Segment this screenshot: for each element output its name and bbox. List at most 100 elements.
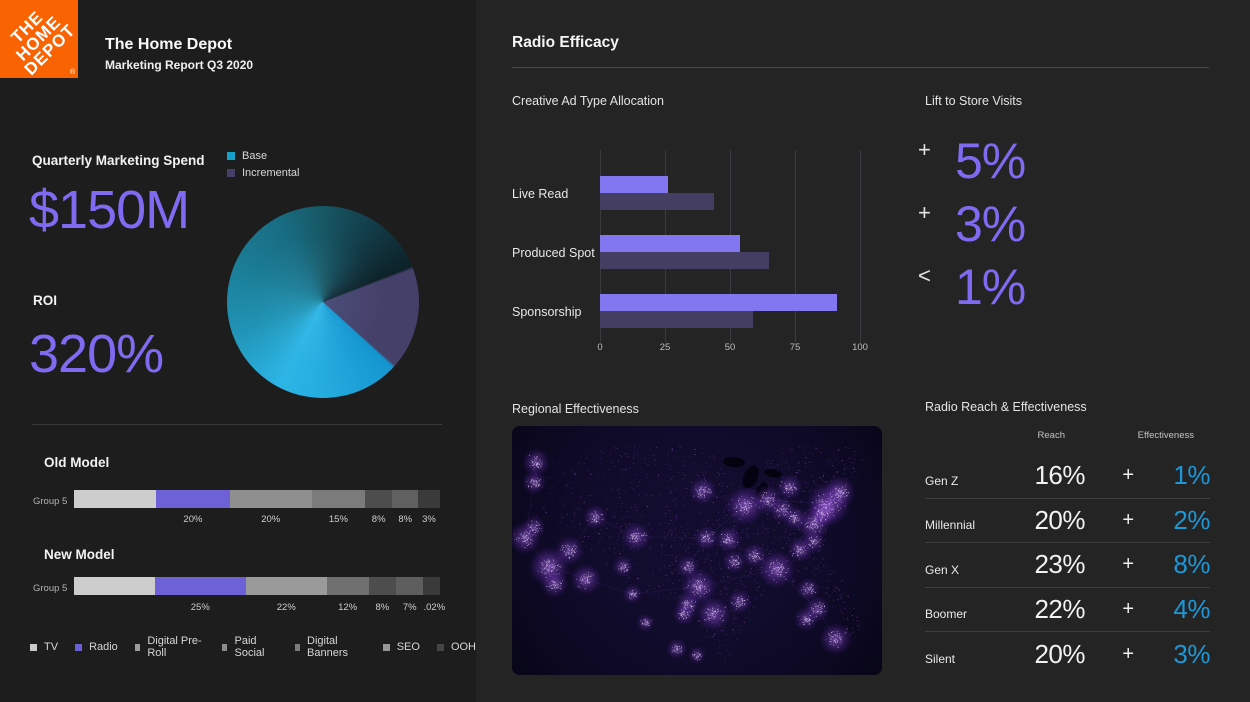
report-title: The Home Depot <box>105 36 233 53</box>
legend-label: Radio <box>89 641 118 653</box>
generation-label: Boomer <box>925 607 968 622</box>
plus-sign: + <box>1122 508 1134 531</box>
lift-to-store-visits-title: Lift to Store Visits <box>925 94 1023 108</box>
bar-sponsorship-primary[interactable] <box>600 294 837 311</box>
legend-swatch <box>436 643 444 651</box>
table-row-gen-z: Gen Z 16% +1% <box>925 454 1211 499</box>
plus-sign: + <box>1122 642 1134 665</box>
segment-radio[interactable] <box>154 577 247 595</box>
lift-value: 3% <box>955 196 1026 252</box>
media-legend-item-digital-pre-roll[interactable]: Digital Pre-Roll <box>134 635 205 659</box>
category-label-live-read: Live Read <box>512 186 569 201</box>
segment-percent-label: 22% <box>276 602 296 613</box>
radio-efficacy-title: Radio Efficacy <box>512 34 619 51</box>
generation-label: Millennial <box>925 518 976 533</box>
bar-live-read-primary[interactable] <box>600 176 668 193</box>
segment-tv[interactable] <box>74 490 157 508</box>
table-row-gen-x: Gen X 23% +8% <box>925 543 1211 588</box>
effectiveness-value: 8% <box>1173 549 1210 580</box>
table-row-millennial: Millennial 20% +2% <box>925 499 1211 543</box>
segment-ooh[interactable] <box>417 490 440 508</box>
segment-percent-label: 8% <box>398 514 413 525</box>
creative-ad-allocation-title: Creative Ad Type Allocation <box>512 94 664 108</box>
new-model-stacked-bar <box>74 577 440 595</box>
us-night-lights-map[interactable] <box>512 426 882 675</box>
effectiveness-value: 3% <box>1173 638 1210 669</box>
registered-mark: ® <box>69 69 75 76</box>
media-legend-item-seo[interactable]: SEO <box>382 641 420 653</box>
bar-produced-spot-secondary[interactable] <box>600 252 769 269</box>
effectiveness-value: 1% <box>1173 460 1210 491</box>
segment-percent-label: 12% <box>338 602 358 613</box>
segment-ooh[interactable] <box>423 577 440 595</box>
regional-effectiveness-title: Regional Effectiveness <box>512 402 639 416</box>
media-legend-item-paid-social[interactable]: Paid Social <box>222 635 277 659</box>
segment-seo[interactable] <box>392 490 418 508</box>
bar-produced-spot-primary[interactable] <box>600 235 741 252</box>
media-legend-item-digital-banners[interactable]: Digital Banners <box>294 635 366 659</box>
generation-label: Gen Z <box>925 473 959 488</box>
legend-swatch <box>75 643 83 651</box>
media-legend-item-ooh[interactable]: OOH <box>436 641 476 653</box>
segment-percent-label: 3% <box>422 514 436 525</box>
legend-swatch <box>227 152 235 160</box>
segment-percent-label: 20% <box>261 514 281 525</box>
segment-percent-label: 20% <box>183 514 203 525</box>
bar-live-read-secondary[interactable] <box>600 193 715 210</box>
axis-tick-label: 50 <box>724 342 736 353</box>
lift-prefix: + <box>918 137 931 162</box>
roi-value: 320% <box>29 324 164 384</box>
chart-gridline <box>860 150 861 342</box>
pie-legend-item-base[interactable]: Base <box>227 150 299 162</box>
segment-tv[interactable] <box>74 577 155 595</box>
media-channel-legend: TV Radio Digital Pre-Roll Paid Social Digita… <box>30 635 476 659</box>
segment-digital-banners[interactable] <box>368 577 397 595</box>
segment-digital-pre-roll[interactable] <box>246 577 327 595</box>
legend-swatch <box>294 643 301 651</box>
section-divider <box>32 424 442 425</box>
axis-tick-label: 25 <box>659 342 671 353</box>
creative-ad-allocation-chart: 0 25 50 75 100 Live Read Produced Spot Sponsors… <box>512 140 872 358</box>
old-model-title: Old Model <box>44 455 110 470</box>
pie-legend-item-incremental[interactable]: Incremental <box>227 167 299 179</box>
table-header: Reach Effectiveness <box>925 430 1210 454</box>
quarterly-spend-label: Quarterly Marketing Spend <box>32 153 205 168</box>
legend-label: Base <box>242 150 268 162</box>
segment-percent-label: 15% <box>328 514 348 525</box>
lift-stat-row: +5% <box>918 134 1026 188</box>
segment-seo[interactable] <box>396 577 424 595</box>
media-legend-item-radio[interactable]: Radio <box>75 641 118 653</box>
segment-percent-label <box>74 602 155 613</box>
legend-label: Incremental <box>242 167 300 179</box>
spend-pie-chart[interactable] <box>227 206 419 398</box>
legend-label: OOH <box>450 641 476 653</box>
media-legend-item-tv[interactable]: TV <box>30 641 58 653</box>
segment-percent-label <box>74 514 156 525</box>
effectiveness-value: 4% <box>1173 593 1210 624</box>
lift-stat-row: <1% <box>918 260 1026 314</box>
generation-label: Gen X <box>925 562 960 577</box>
effectiveness-value: 2% <box>1173 504 1210 535</box>
reach-value: 22% <box>1034 593 1085 624</box>
plus-sign: + <box>1122 464 1134 487</box>
bar-sponsorship-secondary[interactable] <box>600 311 754 328</box>
quarterly-spend-value: $150M <box>29 180 190 240</box>
segment-paid-social[interactable] <box>311 490 365 508</box>
old-model-stacked-bar <box>74 490 440 508</box>
generation-label: Silent <box>925 652 956 667</box>
new-model-title: New Model <box>44 547 115 562</box>
plus-sign: + <box>1122 553 1134 576</box>
segment-radio[interactable] <box>156 490 230 508</box>
segment-paid-social[interactable] <box>326 577 369 595</box>
segment-digital-pre-roll[interactable] <box>229 490 312 508</box>
regional-effectiveness-map[interactable] <box>512 426 882 675</box>
home-depot-logo: THE HOME DEPOT ® <box>0 0 78 78</box>
legend-label: Paid Social <box>234 635 265 659</box>
new-model-group-label: Group 5 <box>33 583 68 594</box>
report-subtitle: Marketing Report Q3 2020 <box>105 58 254 72</box>
reach-value: 16% <box>1034 460 1085 491</box>
table-row-silent: Silent 20% +3% <box>925 632 1211 677</box>
old-model-group-label: Group 5 <box>33 496 68 507</box>
segment-digital-banners[interactable] <box>364 490 393 508</box>
